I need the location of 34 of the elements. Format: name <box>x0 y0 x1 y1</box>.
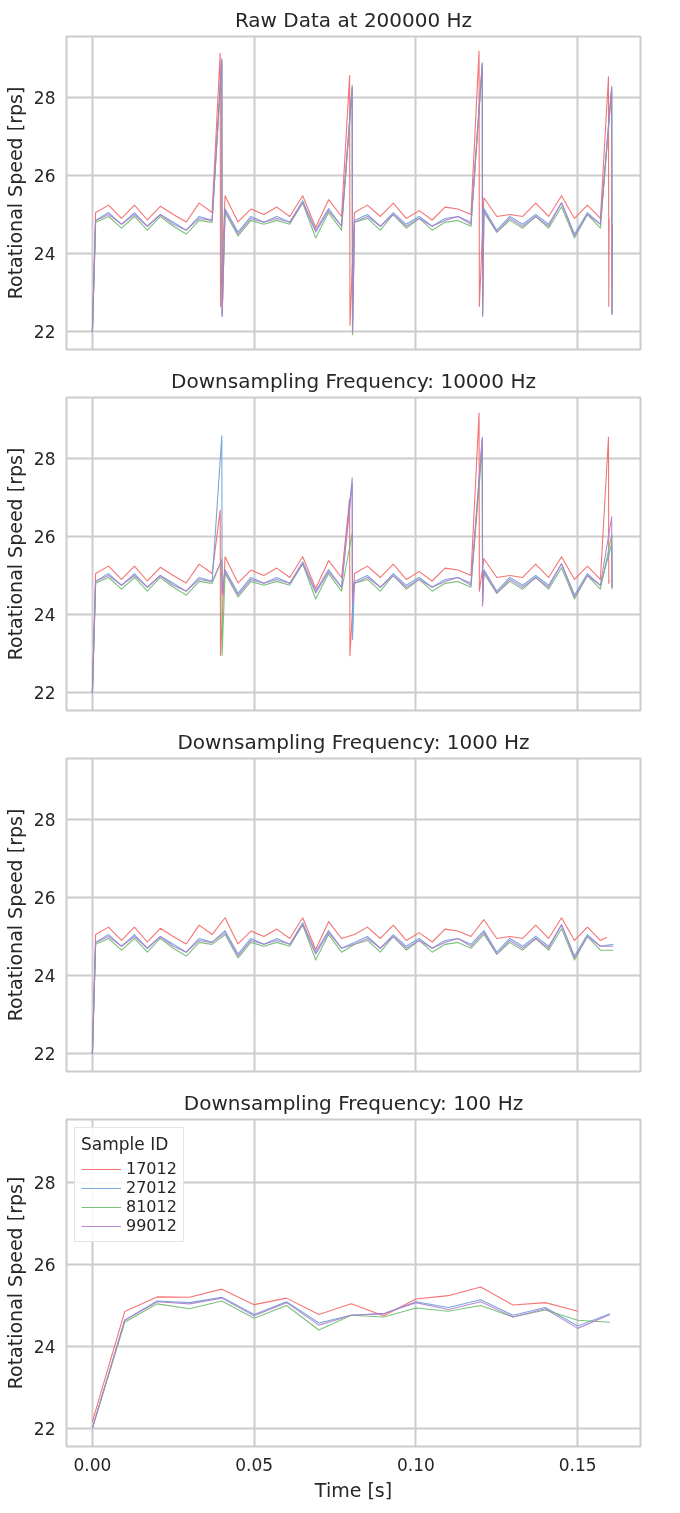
chart-title: Downsampling Frequency: 10000 Hz <box>171 368 536 393</box>
chart-title: Downsampling Frequency: 100 Hz <box>183 1090 524 1115</box>
y-axis-title: Rotational Speed [rps] <box>3 1176 26 1390</box>
y-tick-label: 22 <box>33 322 56 343</box>
y-tick-label: 26 <box>33 887 56 908</box>
y-axis-title: Rotational Speed [rps] <box>3 447 26 661</box>
y-tick-label: 24 <box>33 1336 56 1357</box>
y-tick-label: 24 <box>33 605 56 626</box>
legend-label: 27012 <box>126 1178 177 1197</box>
y-tick-label: 22 <box>33 1044 56 1065</box>
x-tick-label: 0.15 <box>558 1454 597 1475</box>
y-tick-label: 22 <box>33 683 56 704</box>
legend-title: Sample ID <box>81 1134 170 1154</box>
y-tick-label: 22 <box>33 1418 56 1439</box>
y-tick-label: 28 <box>33 448 56 469</box>
legend-label: 81012 <box>126 1197 177 1216</box>
chart-title: Downsampling Frequency: 1000 Hz <box>177 729 530 754</box>
x-axis-title: Time [s] <box>313 1478 393 1501</box>
y-tick-label: 24 <box>33 244 56 265</box>
legend-label: 17012 <box>126 1159 177 1178</box>
legend-label: 99012 <box>126 1216 177 1235</box>
y-tick-label: 28 <box>33 87 56 108</box>
x-tick-label: 0.00 <box>73 1454 112 1475</box>
chart-title: Raw Data at 200000 Hz <box>234 7 473 32</box>
y-axis-title: Rotational Speed [rps] <box>3 808 26 1022</box>
y-tick-label: 26 <box>33 1255 56 1276</box>
y-axis-title: Rotational Speed [rps] <box>3 86 26 300</box>
x-tick-label: 0.05 <box>235 1454 274 1475</box>
x-tick-label: 0.10 <box>397 1454 435 1475</box>
y-tick-label: 24 <box>33 966 56 987</box>
y-tick-label: 26 <box>33 165 56 186</box>
y-tick-label: 28 <box>33 1173 56 1194</box>
y-tick-label: 26 <box>33 526 56 547</box>
y-tick-label: 28 <box>33 809 56 830</box>
